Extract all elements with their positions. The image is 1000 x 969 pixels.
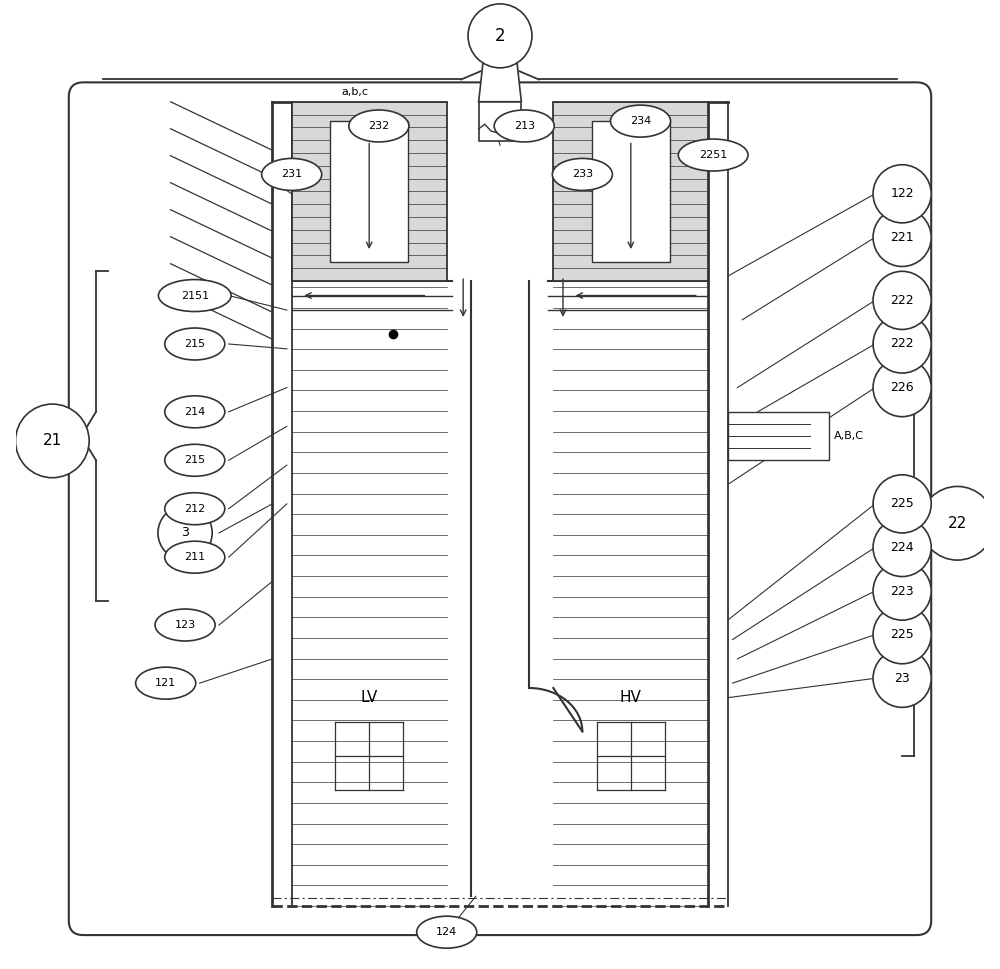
Text: 225: 225 (890, 628, 914, 641)
Ellipse shape (262, 159, 322, 191)
Text: 223: 223 (890, 584, 914, 598)
Ellipse shape (678, 140, 748, 172)
Text: 23: 23 (894, 672, 910, 685)
Text: 215: 215 (184, 339, 205, 349)
Bar (592, 121, 670, 262)
Text: 2: 2 (495, 27, 505, 45)
Text: 233: 233 (572, 170, 593, 179)
Ellipse shape (552, 159, 612, 191)
Circle shape (873, 562, 931, 620)
Ellipse shape (165, 396, 225, 428)
Ellipse shape (165, 444, 225, 477)
Polygon shape (479, 31, 521, 102)
Bar (292, 102, 447, 281)
Text: 22: 22 (948, 516, 967, 531)
Circle shape (158, 506, 212, 560)
Text: 2251: 2251 (699, 150, 727, 160)
Circle shape (468, 4, 532, 68)
Circle shape (873, 165, 931, 223)
Text: 225: 225 (890, 497, 914, 511)
Text: 212: 212 (184, 504, 205, 514)
Circle shape (873, 359, 931, 417)
Text: LV: LV (361, 690, 378, 705)
Ellipse shape (158, 280, 231, 312)
Circle shape (873, 518, 931, 577)
Text: 222: 222 (890, 337, 914, 351)
Text: 234: 234 (630, 116, 651, 126)
Ellipse shape (165, 493, 225, 525)
Text: 3: 3 (181, 526, 189, 540)
Text: 21: 21 (43, 433, 62, 449)
Circle shape (873, 208, 931, 266)
Circle shape (873, 271, 931, 329)
Circle shape (921, 486, 994, 560)
Ellipse shape (494, 109, 554, 142)
Text: 226: 226 (890, 381, 914, 394)
Circle shape (873, 606, 931, 664)
Text: 213: 213 (514, 121, 535, 131)
Text: 222: 222 (890, 294, 914, 307)
Circle shape (16, 404, 89, 478)
Bar (728, 412, 829, 460)
Text: 221: 221 (890, 231, 914, 244)
Text: A,B,C: A,B,C (834, 431, 864, 441)
Bar (479, 102, 521, 141)
Text: 214: 214 (184, 407, 205, 417)
Text: 122: 122 (890, 187, 914, 201)
Bar (330, 121, 408, 262)
Circle shape (873, 315, 931, 373)
Bar (553, 102, 708, 281)
Ellipse shape (417, 917, 477, 948)
Text: 231: 231 (281, 170, 302, 179)
Ellipse shape (165, 541, 225, 574)
Text: 2151: 2151 (181, 291, 209, 300)
Text: 123: 123 (175, 620, 196, 630)
Text: 124: 124 (436, 927, 457, 937)
Text: HV: HV (620, 690, 642, 705)
Ellipse shape (136, 668, 196, 700)
Ellipse shape (349, 109, 409, 142)
Text: 232: 232 (368, 121, 389, 131)
Text: 215: 215 (184, 455, 205, 465)
Text: a,b,c: a,b,c (341, 87, 368, 97)
Ellipse shape (610, 106, 671, 138)
Text: 224: 224 (890, 541, 914, 554)
Ellipse shape (155, 610, 215, 641)
Circle shape (873, 649, 931, 707)
Ellipse shape (165, 328, 225, 360)
Text: 211: 211 (184, 552, 205, 562)
Circle shape (873, 475, 931, 533)
Text: 121: 121 (155, 678, 176, 688)
